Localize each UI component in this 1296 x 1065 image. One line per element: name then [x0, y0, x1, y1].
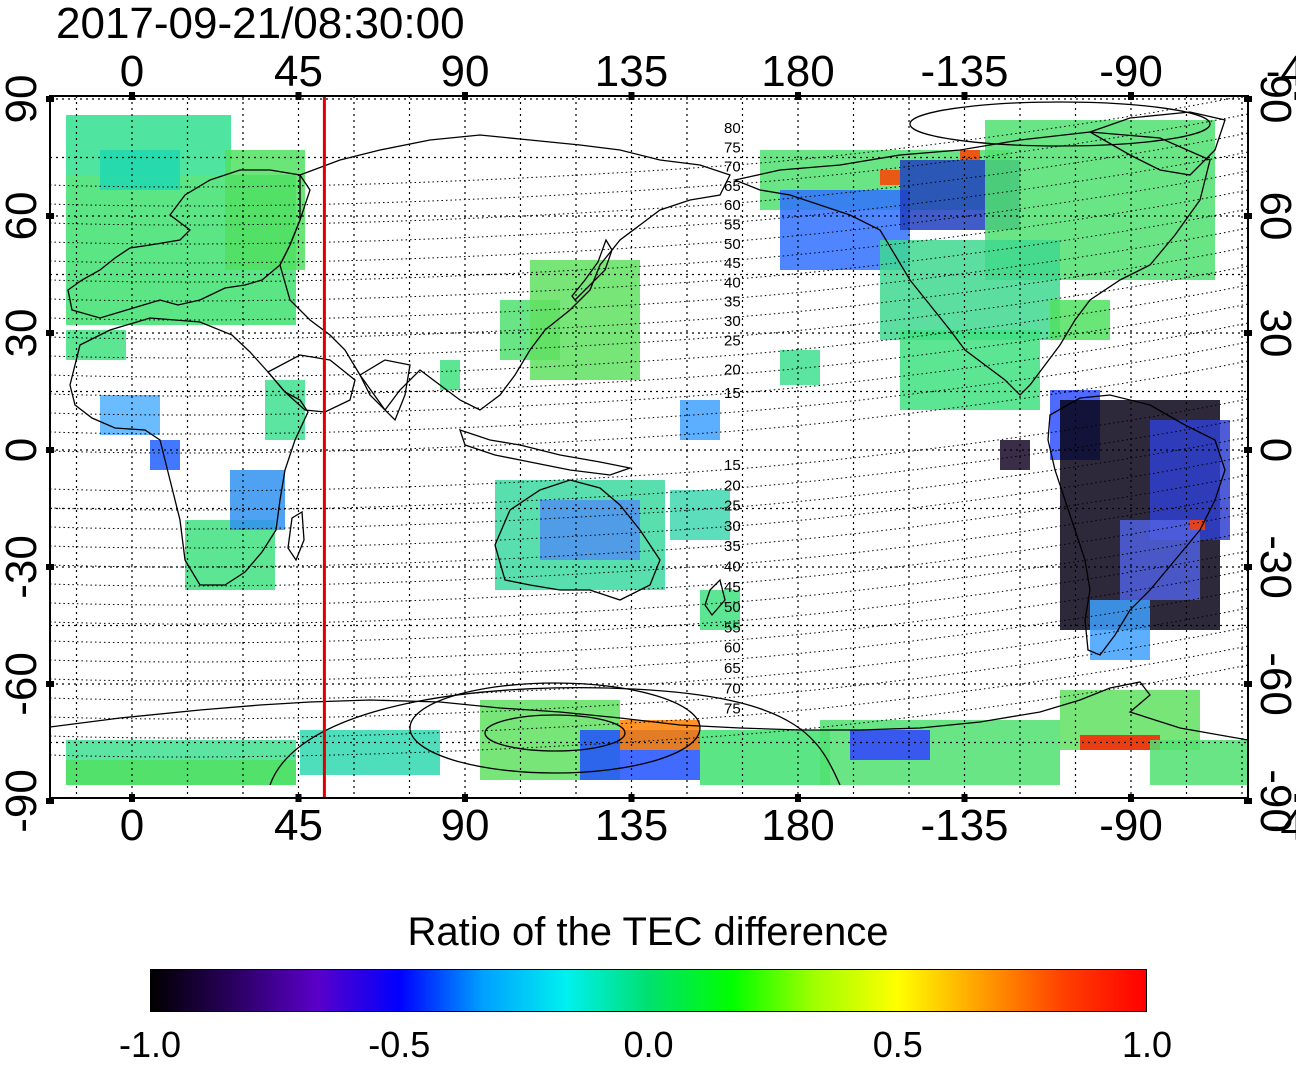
tec-patch	[1120, 520, 1200, 600]
latitude-label-left: 90	[0, 75, 44, 124]
latitude-label-right: 0	[1253, 438, 1296, 462]
frame-tick	[46, 213, 54, 219]
tec-patch	[900, 330, 1040, 410]
longitude-label-top: 0	[120, 50, 144, 94]
frame-tick	[46, 798, 54, 804]
magnetic-latitude-label: 45	[724, 579, 741, 596]
colorbar-tick-label: 0.0	[623, 1026, 673, 1064]
colorbar	[150, 969, 1147, 1012]
longitude-label-top: 180	[761, 50, 834, 94]
frame-tick	[46, 330, 54, 336]
longitude-label-top: 45	[274, 50, 323, 94]
magnetic-latitude-label: 35	[724, 538, 741, 555]
latitude-label-right: -90	[1253, 769, 1296, 833]
longitude-label-bottom: -135	[920, 804, 1008, 848]
magnetic-latitude-label: 60	[724, 197, 741, 214]
latitude-label-left: 30	[0, 309, 44, 358]
longitude-label-top: 135	[595, 50, 668, 94]
magnetic-latitude-label: 25	[724, 498, 741, 515]
longitude-label-top: -135	[920, 50, 1008, 94]
latitude-label-right: 90	[1253, 75, 1296, 124]
latitude-label-right: -30	[1253, 535, 1296, 599]
latitude-label-left: 0	[0, 438, 44, 462]
magnetic-latitude-label: 45	[724, 255, 741, 272]
magnetic-latitude-label: 15	[724, 385, 741, 402]
tec-patch	[66, 760, 296, 785]
tec-patch	[880, 170, 900, 185]
longitude-label-bottom: 180	[761, 804, 834, 848]
tec-patch	[150, 440, 180, 470]
magnetic-latitude-label: 15	[724, 457, 741, 474]
tec-patch	[780, 350, 820, 385]
magnetic-latitude-label: 50	[724, 599, 741, 616]
magnetic-latitude-label: 55	[724, 619, 741, 636]
tec-patch	[850, 730, 930, 760]
tec-patch	[880, 240, 1060, 340]
tec-patch	[530, 260, 640, 380]
longitude-label-top: -90	[1099, 50, 1163, 94]
colorbar-tick-label: 1.0	[1122, 1026, 1172, 1064]
latitude-label-left: -90	[0, 769, 44, 833]
frame-tick	[46, 564, 54, 570]
magnetic-latitude-label: 60	[724, 640, 741, 657]
latitude-label-left: 60	[0, 192, 44, 241]
tec-patch	[440, 360, 460, 390]
magnetic-latitude-label: 50	[724, 236, 741, 253]
tec-patch	[1090, 600, 1150, 660]
magnetic-latitude-label: 65	[724, 660, 741, 677]
latitude-label-left: -60	[0, 652, 44, 716]
magnetic-latitude-label: 35	[724, 294, 741, 311]
magnetic-latitude-label: 40	[724, 274, 741, 291]
frame-tick	[46, 96, 54, 102]
frame-tick	[46, 447, 54, 453]
tec-patch	[1150, 740, 1248, 785]
longitude-label-bottom: 90	[441, 804, 490, 848]
magnetic-latitude-label: 30	[724, 518, 741, 535]
latitude-label-left: -30	[0, 535, 44, 599]
magnetic-latitude-label: 55	[724, 217, 741, 234]
tec-patch	[185, 520, 275, 590]
magnetic-latitude-label: 40	[724, 559, 741, 576]
longitude-label-bottom: 135	[595, 804, 668, 848]
magnetic-latitude-label: 80	[724, 120, 741, 137]
latitude-label-right: -60	[1253, 652, 1296, 716]
magnetic-latitude-label: 70	[724, 680, 741, 697]
latitude-label-right: 60	[1253, 192, 1296, 241]
magnetic-latitude-label: 30	[724, 313, 741, 330]
magnetic-latitude-label: 20	[724, 477, 741, 494]
tec-patch	[680, 400, 720, 440]
tec-patch	[1050, 300, 1110, 340]
magnetic-latitude-label: 75	[724, 139, 741, 156]
longitude-label-bottom: 0	[120, 804, 144, 848]
longitude-label-top: 90	[441, 50, 490, 94]
colorbar-tick-label: -1.0	[119, 1026, 181, 1064]
magnetic-latitude-label: 75	[724, 701, 741, 718]
magnetic-latitude-label: 20	[724, 362, 741, 379]
longitude-label-bottom: 45	[274, 804, 323, 848]
colorbar-tick-label: -0.5	[368, 1026, 430, 1064]
colorbar-title: Ratio of the TEC difference	[0, 910, 1296, 954]
magnetic-latitude-label: 70	[724, 159, 741, 176]
tec-patch	[225, 150, 305, 270]
latitude-label-right: 30	[1253, 309, 1296, 358]
tec-patch	[100, 150, 180, 190]
tec-patch	[670, 490, 730, 540]
magnetic-latitude-label: 25	[724, 332, 741, 349]
magnetic-latitude-labels: 80 75 70 65 60 55 50 45 40 35 30 25 20 15 15 20 25 30 35 40…	[724, 120, 741, 718]
longitude-label-bottom: -90	[1099, 804, 1163, 848]
magnetic-latitude-label: 65	[724, 178, 741, 195]
tec-patch	[960, 150, 980, 160]
tec-patch	[66, 330, 126, 360]
colorbar-tick-label: 0.5	[873, 1026, 923, 1064]
frame-tick	[46, 681, 54, 687]
